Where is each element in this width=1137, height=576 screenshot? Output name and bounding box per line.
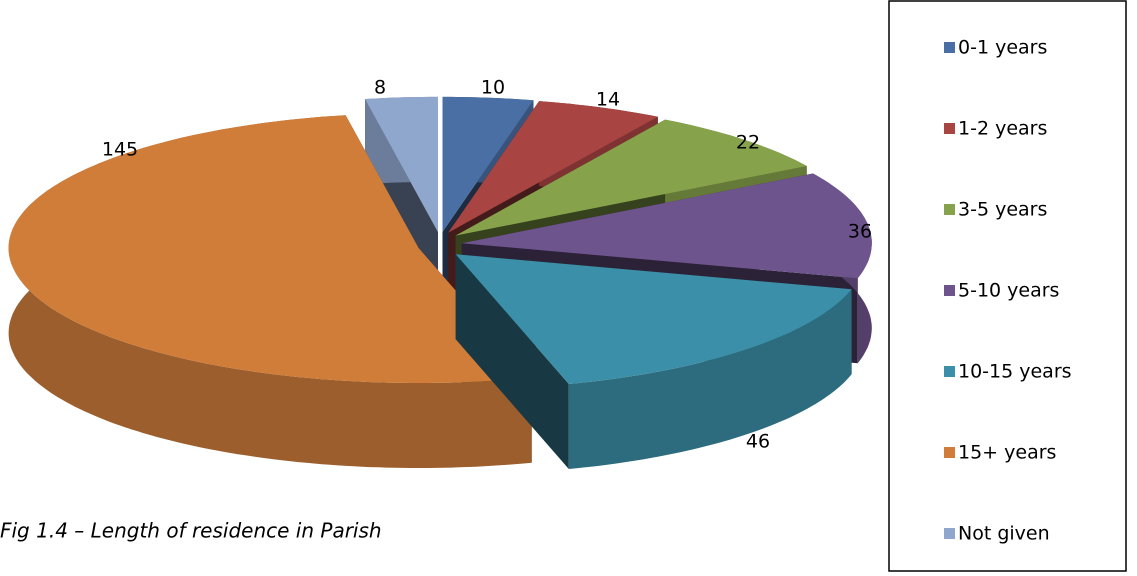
legend-swatch [944,42,955,53]
legend-swatch [944,285,955,296]
slice-top [365,96,438,232]
slice-wall [568,289,852,469]
legend-swatch [944,366,955,377]
data-label: 14 [596,89,620,111]
caption: Fig 1.4 – Length of residence in Parish [0,519,382,543]
legend-swatch [944,204,955,215]
slice-top [442,96,534,232]
slice-top [455,119,807,236]
slice-top [8,115,532,383]
data-label: 8 [374,77,386,99]
legend-label: Not given [958,523,1050,545]
legend-swatch [944,447,955,458]
legend-swatch [944,123,955,134]
slice-top [455,254,852,384]
data-label: 10 [481,77,505,99]
legend-label: 3-5 years [958,199,1047,221]
data-label: 22 [736,132,760,154]
slice-top [448,101,658,233]
legend-label: 10-15 years [958,361,1072,383]
slice-top [461,173,872,279]
data-label: 46 [746,431,770,453]
legend-swatch [944,528,955,539]
data-label: 145 [102,139,138,161]
slice [455,254,852,469]
legend-label: 5-10 years [958,280,1059,302]
legend-label: 0-1 years [958,37,1047,59]
legend-box [888,0,1127,572]
data-label: 36 [848,221,872,243]
legend-label: 1-2 years [958,118,1047,140]
legend-label: 15+ years [958,442,1056,464]
slice-side [455,254,569,469]
